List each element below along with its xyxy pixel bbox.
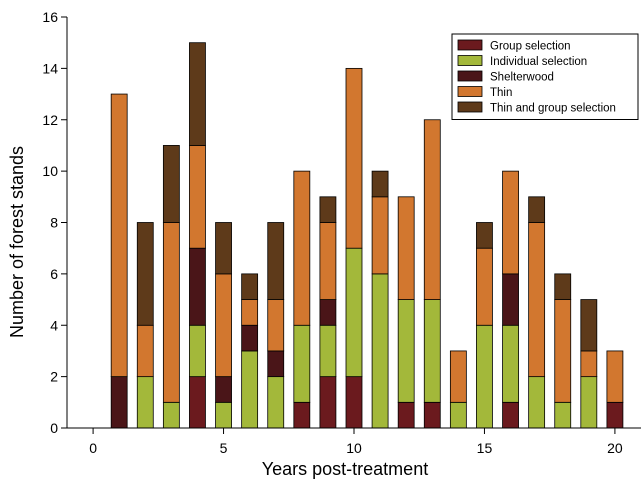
bar-segment <box>528 196 546 223</box>
bar-segment <box>345 67 363 249</box>
legend-swatch <box>457 55 483 66</box>
bar-segment <box>189 324 206 378</box>
bar-segment <box>189 145 206 249</box>
bar-segment <box>345 376 363 429</box>
bar-segment <box>241 299 259 326</box>
bar-segment <box>241 350 259 429</box>
bar-segment <box>476 324 493 429</box>
bar-segment <box>189 376 206 429</box>
bar-segment <box>136 222 154 326</box>
x-tick-label: 15 <box>477 440 493 456</box>
legend-swatch <box>457 39 483 51</box>
y-tick-label: 0 <box>50 420 58 436</box>
bar-segment <box>293 324 311 403</box>
legend-box <box>451 33 639 120</box>
bar-segment <box>476 247 493 326</box>
bar-segment <box>371 170 389 198</box>
y-tick-label: 10 <box>42 163 58 179</box>
bar-segment <box>345 247 363 378</box>
bar-segment <box>580 376 598 429</box>
bar-segment <box>606 401 624 429</box>
bar-segment <box>423 119 441 300</box>
legend-swatch <box>457 101 483 113</box>
bar-segment <box>189 247 206 326</box>
bar-segment <box>215 376 232 403</box>
y-tick-label: 6 <box>50 266 58 282</box>
y-axis-title: Number of forest stands <box>7 146 27 338</box>
bar-segment <box>580 299 598 352</box>
x-tick-label: 5 <box>220 440 228 456</box>
y-tick-label: 14 <box>42 60 58 76</box>
bar-segment <box>528 376 546 429</box>
bar-segment <box>136 324 154 378</box>
bar-segment <box>267 222 285 300</box>
bar-segment <box>293 401 311 429</box>
bar-segment <box>397 401 415 429</box>
bar-segment <box>162 401 180 429</box>
y-tick-label: 4 <box>50 317 58 333</box>
bar-segment <box>502 401 519 429</box>
bar-segment <box>110 93 128 378</box>
bar-segment <box>241 324 259 352</box>
bar-segment <box>319 222 337 300</box>
axes-layer: 0 2 4 6 8 10 12 14 16 0 5 10 15 20 <box>42 9 641 456</box>
bar-segment <box>162 145 180 223</box>
y-tick-label: 2 <box>50 369 58 385</box>
bar-segment <box>397 299 415 403</box>
legend-label: Shelterwood <box>490 72 554 84</box>
bar-segment <box>267 376 285 429</box>
bar-segment <box>554 401 572 429</box>
y-tick-label: 16 <box>42 9 58 25</box>
bar-segment <box>502 170 519 275</box>
x-tick-label: 0 <box>89 440 97 456</box>
bar-segment <box>554 273 572 300</box>
y-tick-label: 8 <box>50 215 58 231</box>
bar-segment <box>449 401 467 429</box>
bar-segment <box>397 196 415 300</box>
bar-segment <box>215 273 232 378</box>
bar-segment <box>554 299 572 403</box>
bar-segment <box>371 196 389 275</box>
y-tick-label: 12 <box>42 112 58 128</box>
bar-segment <box>110 376 128 429</box>
bar-segment <box>606 350 624 403</box>
legend-label: Thin <box>490 87 512 99</box>
bar-segment <box>580 350 598 378</box>
bar-segment <box>502 273 519 326</box>
bar-segment <box>449 350 467 403</box>
x-axis-title: Years post-treatment <box>262 459 428 479</box>
bar-segment <box>319 376 337 429</box>
bar-segment <box>241 273 259 300</box>
legend: Group selection Individual selection Shelt… <box>451 33 639 120</box>
bar-segment <box>528 222 546 378</box>
bar-segment <box>162 222 180 403</box>
bar-segment <box>371 273 389 429</box>
bar-segment <box>319 196 337 223</box>
bar-segment <box>215 401 232 429</box>
bar-segment <box>267 350 285 378</box>
bar-segment <box>319 324 337 378</box>
x-tick-label: 10 <box>346 440 362 456</box>
bar-segment <box>215 222 232 275</box>
legend-label: Individual selection <box>490 56 587 68</box>
x-tick-label: 20 <box>607 440 623 456</box>
bar-segment <box>476 222 493 249</box>
bar-segment <box>267 299 285 352</box>
bar-segment <box>423 299 441 403</box>
bar-segment <box>423 401 441 429</box>
bar-segment <box>293 170 311 326</box>
bar-segment <box>189 42 206 146</box>
legend-swatch <box>457 70 483 82</box>
bar-segment <box>319 299 337 326</box>
bar-segment <box>502 324 519 403</box>
legend-label: Thin and group selection <box>490 103 616 115</box>
bar-segment <box>136 376 154 429</box>
legend-label: Group selection <box>490 41 571 53</box>
legend-swatch <box>457 86 483 97</box>
